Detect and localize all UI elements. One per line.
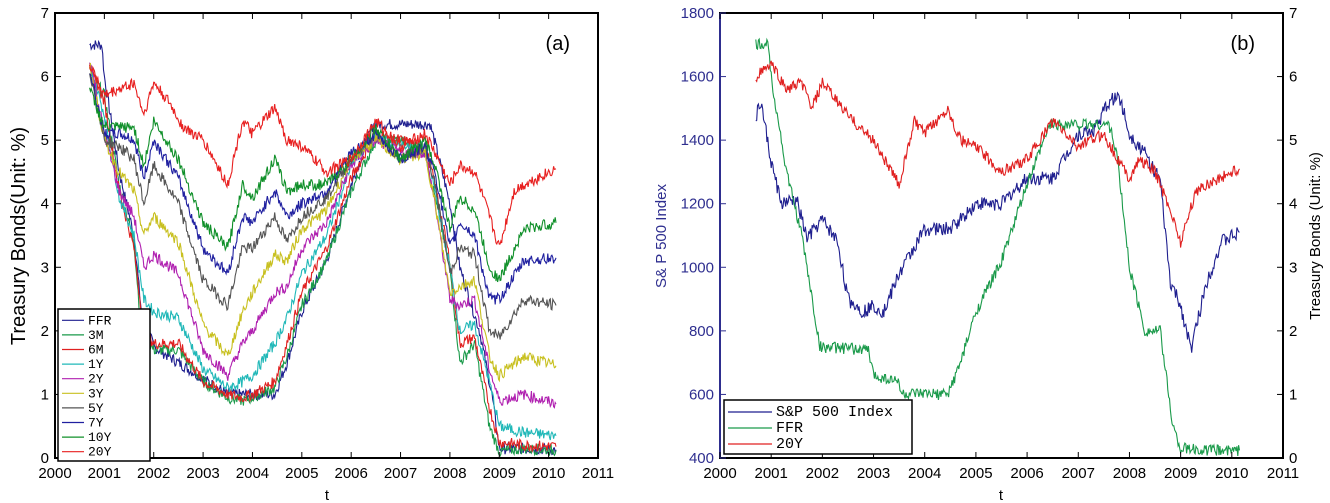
y-tick-label: 1400 — [681, 132, 714, 149]
y-tick-label-right: 1 — [1289, 386, 1297, 403]
legend-box — [723, 399, 913, 455]
a-series-lines — [89, 39, 557, 457]
x-tick-label: 2006 — [1010, 465, 1043, 482]
x-tick-label: 2003 — [857, 465, 890, 482]
x-tick-label: 2008 — [433, 465, 466, 482]
y-tick-label-right: 7 — [1289, 5, 1297, 22]
a-plot-frame — [54, 12, 599, 459]
y-tick-label: 6 — [41, 69, 49, 86]
series-line-ffr — [755, 37, 1241, 456]
legend-label: FFR — [88, 313, 112, 328]
x-tick-label: 2010 — [532, 465, 565, 482]
x-tick-label: 2005 — [285, 465, 318, 482]
y-tick-label: 1 — [41, 386, 49, 403]
y-tick-label: 1200 — [681, 196, 714, 213]
x-tick-label: 2007 — [1062, 465, 1095, 482]
b-x-ticks: 2000 2001 2002 2003 2004 2005 2006 2007 2008 2009… — [703, 13, 1299, 482]
y-tick-label-right: 5 — [1289, 132, 1297, 149]
x-tick-label: 2011 — [1267, 465, 1299, 482]
y-tick-label: 2 — [41, 323, 49, 340]
series-line-2y — [89, 62, 557, 409]
y-tick-label-right: 0 — [1289, 450, 1297, 467]
b-plot-frame — [719, 12, 1284, 459]
x-tick-label: 2002 — [806, 465, 839, 482]
legend-label: 1Y — [88, 357, 104, 372]
x-tick-label: 2007 — [384, 465, 417, 482]
x-tick-label: 2008 — [1113, 465, 1146, 482]
legend-label: 3M — [88, 328, 104, 343]
legend-label: 20Y — [776, 436, 803, 453]
x-tick-label: 2010 — [1215, 465, 1248, 482]
legend-label: S&P 500 Index — [776, 404, 893, 421]
x-tick-label: 2004 — [236, 465, 269, 482]
series-line-s-p-500-index — [755, 91, 1240, 353]
y-tick-label-right: 3 — [1289, 259, 1297, 276]
x-tick-label: 2004 — [908, 465, 941, 482]
series-line-3y — [89, 62, 557, 383]
x-tick-label: 2000 — [703, 465, 736, 482]
a-x-axis-title: t — [325, 487, 330, 503]
b-series-lines — [755, 37, 1241, 456]
a-y-ticks: 0 1 2 3 4 5 6 7 — [41, 5, 61, 467]
series-line-3m — [89, 66, 557, 457]
legend-label: 20Y — [88, 445, 112, 460]
y-tick-label: 1600 — [681, 69, 714, 86]
x-tick-label: 2000 — [38, 465, 71, 482]
x-tick-label: 2005 — [959, 465, 992, 482]
b-panel-tag: (b) — [1231, 33, 1255, 55]
a-y-axis-title: Treasury Bonds(Unit: %) — [8, 127, 30, 345]
series-line-5y — [89, 73, 557, 340]
a-x-ticks: 2000 2001 2002 2003 2004 2005 2006 2007 2008 2009… — [38, 13, 614, 482]
y-tick-label: 1800 — [681, 5, 714, 22]
x-tick-label: 2011 — [582, 465, 614, 482]
y-tick-label: 1000 — [681, 259, 714, 276]
legend-label: 7Y — [88, 416, 104, 431]
b-y-axis-title-left: S& P 500 Index — [653, 184, 670, 288]
b-y-axis-title-right: Treasury Bonds (Unit: %) — [1307, 152, 1324, 320]
y-tick-label-right: 6 — [1289, 69, 1297, 86]
y-tick-label: 7 — [41, 5, 49, 22]
x-tick-label: 2001 — [88, 465, 121, 482]
legend-label: FFR — [776, 420, 803, 437]
x-tick-label: 2002 — [137, 465, 170, 482]
y-tick-label: 4 — [41, 196, 49, 213]
x-tick-label: 2009 — [1164, 465, 1197, 482]
series-line-10y — [89, 86, 557, 283]
panel-b: 2000 2001 2002 2003 2004 2005 2006 2007 2008 2009… — [653, 5, 1324, 503]
y-tick-label: 0 — [41, 450, 49, 467]
b-y-ticks-right: 0 1 2 3 4 5 6 7 — [1277, 5, 1297, 467]
b-x-axis-title: t — [999, 487, 1004, 503]
y-tick-label-right: 4 — [1289, 196, 1297, 213]
x-tick-label: 2001 — [754, 465, 787, 482]
series-line-6m — [89, 65, 557, 454]
legend-label: 10Y — [88, 430, 112, 445]
y-tick-label-right: 2 — [1289, 323, 1297, 340]
legend-label: 2Y — [88, 372, 104, 387]
y-tick-label: 800 — [689, 323, 714, 340]
series-line-1y — [89, 63, 557, 441]
legend-label: 3Y — [88, 386, 104, 401]
x-tick-label: 2003 — [186, 465, 219, 482]
series-line-20y — [755, 60, 1240, 248]
series-line-20y — [89, 64, 557, 246]
y-tick-label: 5 — [41, 132, 49, 149]
series-line-7y — [89, 73, 557, 305]
y-tick-label: 600 — [689, 386, 714, 403]
panel-a: 2000 2001 2002 2003 2004 2005 2006 2007 2008 2009… — [8, 5, 614, 503]
x-tick-label: 2009 — [483, 465, 516, 482]
y-tick-label: 400 — [689, 450, 714, 467]
legend-label: 6M — [88, 343, 104, 358]
x-tick-label: 2006 — [334, 465, 367, 482]
series-line-ffr — [89, 39, 557, 456]
y-tick-label: 3 — [41, 259, 49, 276]
b-y-ticks-left: 400 600 800 1000 1200 1400 1600 1800 — [681, 5, 726, 467]
legend-label: 5Y — [88, 401, 104, 416]
a-panel-tag: (a) — [546, 33, 570, 55]
